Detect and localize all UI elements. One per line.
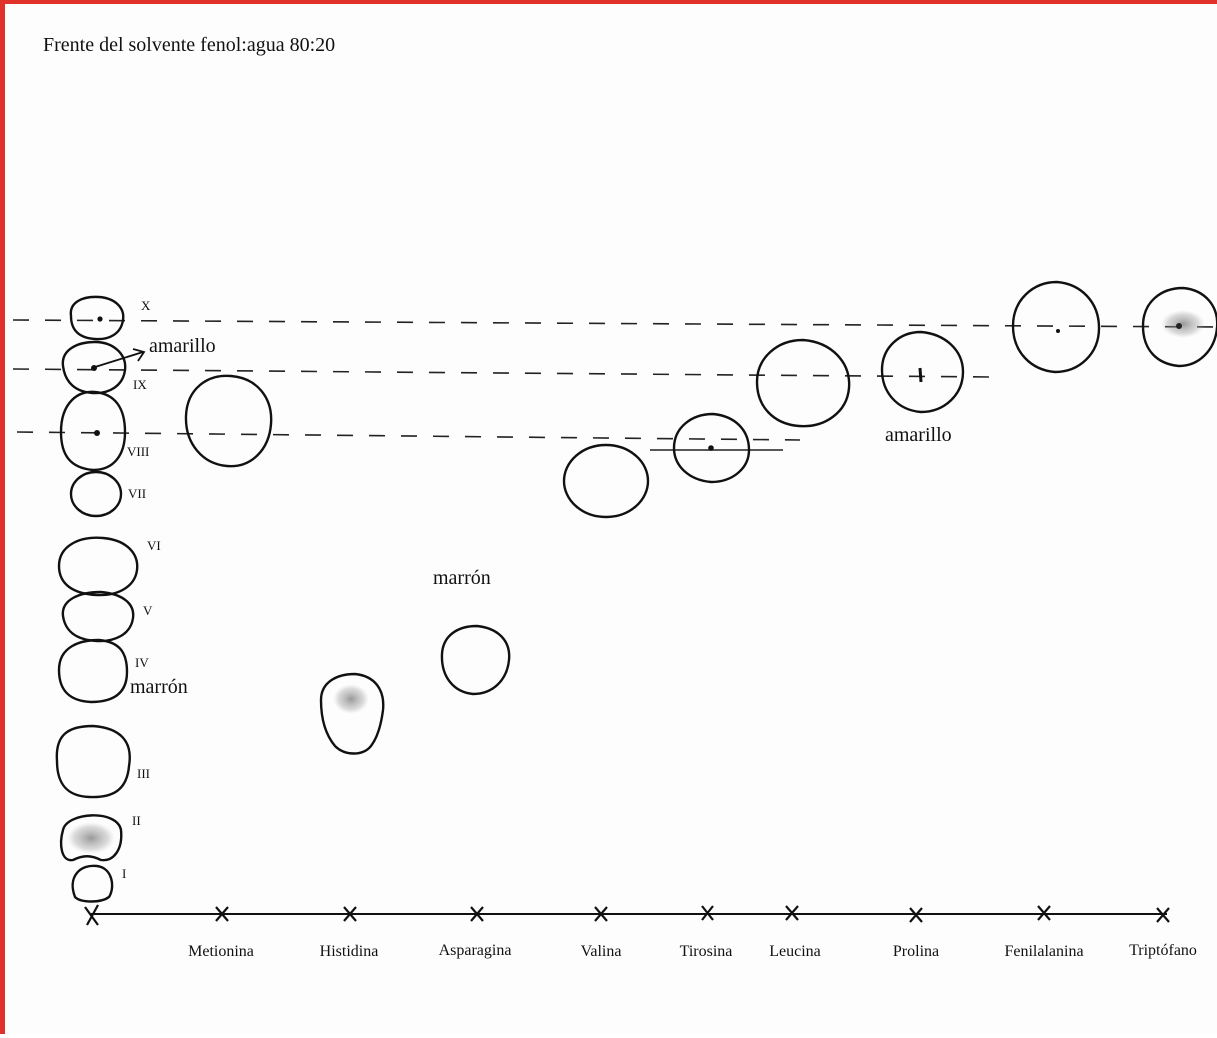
sample-spots — [184, 280, 1217, 755]
note-amarillo-reference: amarillo — [149, 335, 216, 357]
spot-viii — [59, 390, 127, 472]
spot-i — [71, 864, 114, 903]
sample-labels: Metionina Histidina Asparagina Valina Ti… — [188, 942, 1197, 960]
spot-valina — [562, 443, 650, 519]
label-i: I — [122, 866, 126, 881]
reference-line-viii — [16, 431, 801, 441]
origin-mark-fenilalanina — [1037, 905, 1051, 921]
spot-vii — [69, 470, 123, 518]
spot-tirosina — [672, 412, 751, 484]
label-triptofano: Triptófano — [1129, 942, 1197, 959]
label-tirosina: Tirosina — [680, 943, 733, 960]
reference-labels: I II III IV V VI VII VIII IX X — [122, 298, 161, 881]
label-leucina: Leucina — [769, 943, 821, 960]
spot-ix — [61, 340, 127, 395]
origin-mark-asparagina — [470, 906, 484, 922]
spot-ii — [59, 814, 123, 862]
origin-marks — [84, 904, 1170, 926]
label-asparagina: Asparagina — [439, 942, 512, 959]
label-ix: IX — [133, 377, 147, 392]
label-vi: VI — [147, 538, 161, 553]
spot-ii-stipple — [67, 822, 115, 854]
label-histidina: Histidina — [320, 943, 379, 960]
origin-mark-metionina — [215, 906, 229, 922]
origin-mark-valina — [594, 906, 608, 922]
spot-vi — [57, 536, 139, 597]
spot-metionina — [184, 374, 273, 468]
label-viii: VIII — [127, 444, 149, 459]
label-ii: II — [132, 813, 141, 828]
amarillo-arrow — [94, 348, 146, 368]
spot-histidina — [319, 672, 385, 755]
note-amarillo-prolina: amarillo — [885, 424, 952, 446]
origin-mark-leucina — [785, 905, 799, 921]
chromatogram-diagram: I II III IV V VI VII VIII IX X — [12, 280, 1217, 960]
spot-x-dot — [97, 316, 103, 322]
spot-v — [61, 590, 135, 643]
spot-histidina-stipple — [333, 684, 369, 714]
spot-fenilalanina — [1011, 280, 1101, 374]
origin-mark-prolina — [909, 907, 923, 923]
spot-fenilalanina-dot — [1056, 329, 1060, 333]
spot-prolina — [880, 330, 965, 414]
spot-asparagina — [440, 624, 511, 696]
spot-triptofano — [1141, 286, 1217, 368]
spot-leucina — [755, 338, 851, 428]
origin-mark-triptofano — [1156, 907, 1170, 923]
label-x: X — [141, 298, 151, 313]
note-marron-reference: marrón — [130, 676, 188, 698]
spot-tirosina-dot — [708, 445, 714, 451]
spot-triptofano-dot — [1176, 323, 1182, 329]
spot-iii — [55, 724, 131, 799]
origin-mark-tirosina — [701, 905, 714, 921]
label-v: V — [143, 603, 153, 618]
spot-x — [69, 295, 125, 341]
label-vii: VII — [128, 486, 146, 501]
label-fenilalanina: Fenilalanina — [1004, 943, 1083, 960]
label-valina: Valina — [581, 943, 622, 960]
reference-line-ix — [12, 368, 991, 378]
spot-viii-dot — [94, 430, 100, 436]
reference-line-x — [12, 319, 1217, 328]
label-metionina: Metionina — [188, 943, 254, 960]
origin-mark-reference — [84, 904, 99, 926]
note-marron-asparagina: marrón — [433, 567, 491, 589]
reference-spots — [55, 295, 146, 903]
solvent-front-title: Frente del solvente fenol:agua 80:20 — [43, 34, 336, 56]
spot-iv — [57, 638, 129, 704]
spot-triptofano-stipple — [1161, 310, 1205, 338]
label-prolina: Prolina — [893, 943, 939, 960]
origin-mark-histidina — [343, 906, 357, 922]
spot-prolina-dot — [918, 367, 923, 383]
label-iii: III — [137, 766, 150, 781]
label-iv: IV — [135, 655, 149, 670]
